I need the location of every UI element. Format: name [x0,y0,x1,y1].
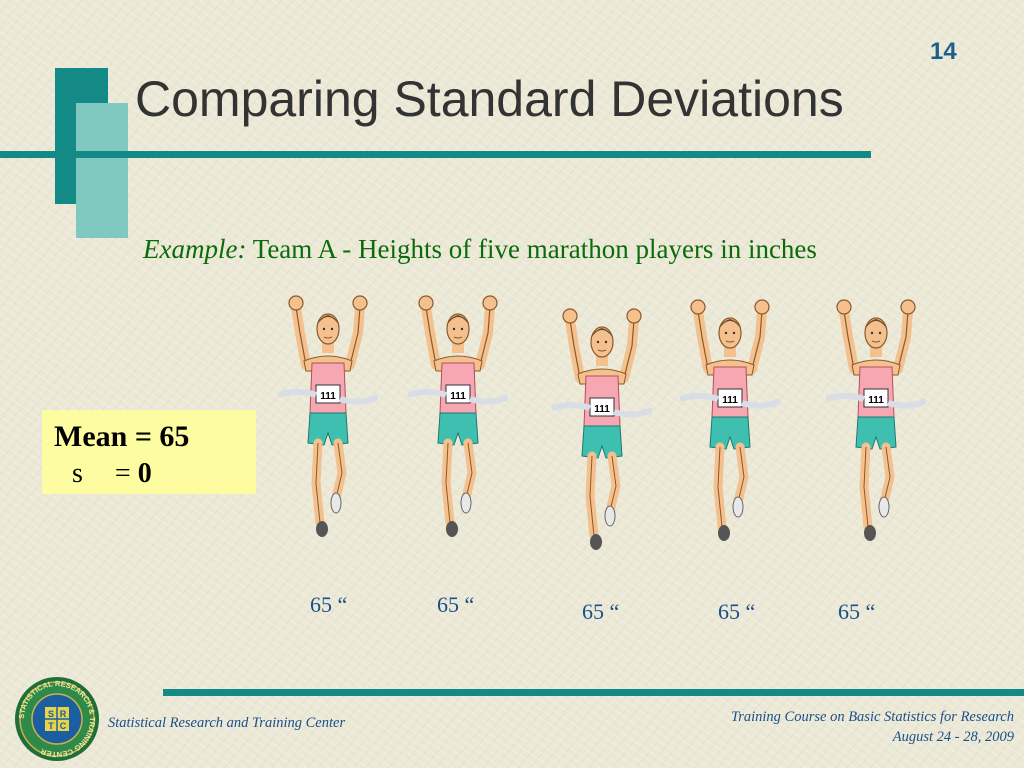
runner-height-label-5: 65 “ [838,599,876,624]
logo-letter-t: T [48,721,54,731]
example-label: Example: [143,234,247,264]
runner-height-label-4: 65 “ [718,599,756,624]
sd-symbol: s [72,458,83,489]
standard-deviation: s = 0 [72,458,152,490]
stats-box: Mean = 65 s = 0 [42,410,256,494]
title-rule [0,151,871,158]
footer-course-dates: August 24 - 28, 2009 [892,729,1014,745]
logo-letter-r: R [60,709,67,719]
footer-rule [163,689,1024,696]
example-caption: Example: Team A - Heights of five marath… [143,234,817,265]
runner-image-5 [826,282,926,562]
slide-title: Comparing Standard Deviations [135,71,844,127]
logo-letter-s: S [48,709,54,719]
srtc-logo: STATISTICAL RESEARCH & TRAINING CENTER S… [15,677,99,761]
runner-height-label-2: 65 “ [437,592,475,617]
logo-letter-c: C [60,721,67,731]
footer-course-info: Training Course on Basic Statistics for … [731,707,1014,747]
runner-image-2 [408,282,508,554]
runner-image-3 [552,292,652,570]
example-text: Team A - Heights of five marathon player… [246,234,817,264]
decorative-square-light [76,103,128,238]
slide-number: 14 [930,38,957,65]
sd-equals: = [114,458,138,489]
runner-image-4 [680,282,780,562]
runner-image-1 [278,282,378,554]
runner-height-label-1: 65 “ [310,592,348,617]
mean-value: Mean = 65 [54,420,190,453]
runner-height-label-3: 65 “ [582,599,620,624]
sd-value: 0 [137,458,152,489]
footer-organization: Statistical Research and Training Center [108,715,346,731]
footer-course-title: Training Course on Basic Statistics for … [730,709,1014,725]
